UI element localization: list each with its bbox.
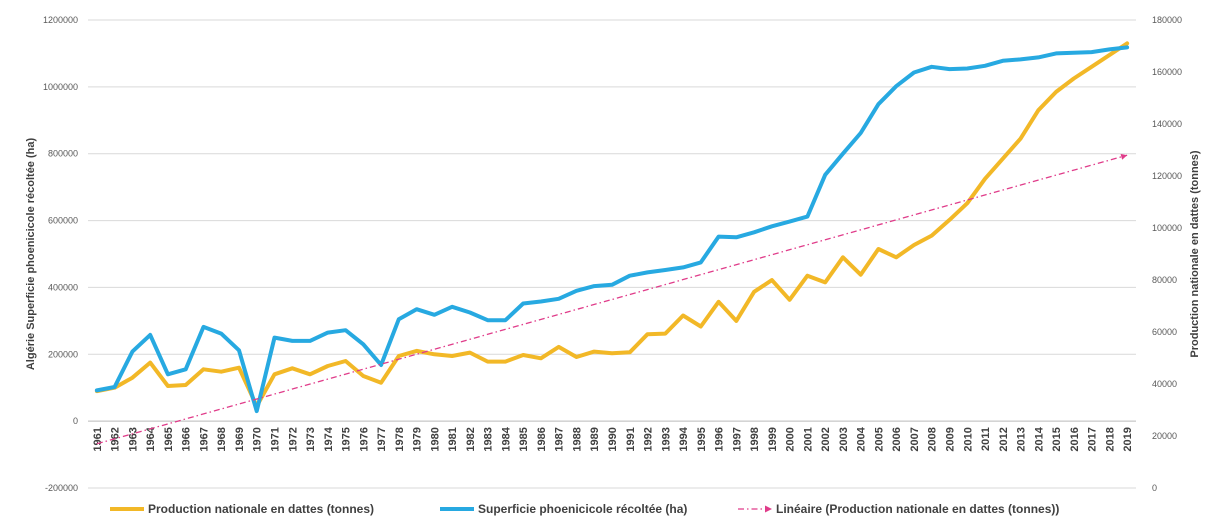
y2-tick-label: 100000 [1152,223,1182,233]
x-tick-label: 1973 [305,427,317,451]
y2-tick-label: 60000 [1152,327,1177,337]
x-tick-label: 1974 [323,426,335,451]
x-tick-label: 1994 [678,426,690,451]
x-tick-label: 1978 [394,427,406,451]
y-tick-label: 800000 [48,149,78,159]
x-tick-label: 1997 [731,427,743,451]
x-tick-label: 1972 [287,427,299,451]
x-tick-label: 1991 [625,427,637,451]
x-tick-label: 2013 [1016,427,1028,451]
x-tick-label: 2008 [927,427,939,451]
series-lines [94,41,1130,445]
x-tick-label: 2016 [1069,427,1081,451]
y-axis-left-ticks: 1200000 1000000 800000 600000 400000 200000 0 -… [43,15,78,493]
gridlines [88,19,1136,489]
x-tick-label: 2000 [785,427,797,451]
x-tick-label: 2003 [838,427,850,451]
x-tick-label: 1961 [92,427,104,451]
y2-tick-label: 80000 [1152,275,1177,285]
legend-item-lineaire: Linéaire (Production nationale en dattes… [738,502,1059,516]
x-tick-label: 1966 [181,427,193,451]
x-tick-label: 1971 [270,427,282,451]
x-tick-label: 2004 [856,426,868,451]
x-tick-label: 2019 [1122,427,1134,451]
x-tick-label: 1964 [145,426,157,451]
x-tick-label: 1982 [465,427,477,451]
x-tick-label: 1987 [554,427,566,451]
x-tick-label: 2018 [1104,427,1116,451]
series-line-superficie [94,45,1130,414]
y-tick-label: 0 [73,416,78,426]
x-tick-label: 2015 [1051,427,1063,451]
x-tick-label: 2011 [980,427,992,451]
x-tick-label: 2010 [962,427,974,451]
y-tick-label: 1200000 [43,15,78,25]
x-tick-label: 1979 [412,427,424,451]
y-tick-label: 600000 [48,216,78,226]
y2-tick-label: 120000 [1152,171,1182,181]
x-tick-label: 1995 [696,427,708,451]
legend: Production nationale en dattes (tonnes) S… [110,502,1059,516]
x-tick-label: 2006 [891,427,903,451]
legend-item-superficie: Superficie phoenicicole récoltée (ha) [440,502,687,516]
x-tick-label: 1998 [749,427,761,451]
x-tick-label: 1968 [216,427,228,451]
y2-tick-label: 20000 [1152,431,1177,441]
x-tick-label: 1988 [571,427,583,451]
trendline-linear [96,154,1128,445]
y2-tick-label: 140000 [1152,119,1182,129]
y-tick-label: 1000000 [43,82,78,92]
y-tick-label: 400000 [48,282,78,292]
legend-label: Superficie phoenicicole récoltée (ha) [478,502,687,516]
x-tick-label: 1967 [198,427,210,451]
x-tick-label: 1983 [483,427,495,451]
x-tick-label: 1996 [714,427,726,451]
y2-tick-label: 40000 [1152,379,1177,389]
x-tick-label: 1980 [429,427,441,451]
x-tick-label: 2002 [820,427,832,451]
y-axis-left-title: Algérie Superficie phoenicicole récoltée… [25,138,37,371]
legend-label: Production nationale en dattes (tonnes) [148,502,374,516]
legend-swatch-arrow [765,505,772,513]
x-tick-label: 1984 [500,426,512,451]
x-tick-label: 1981 [447,427,459,451]
x-tick-label: 1975 [341,427,353,451]
x-tick-label: 1990 [607,427,619,451]
x-tick-label: 2001 [802,427,814,451]
y2-tick-label: 0 [1152,483,1157,493]
x-tick-label: 2014 [1033,426,1045,451]
y2-tick-label: 160000 [1152,67,1182,77]
y-axis-right-title: Production nationale en dattes (tonnes) [1189,150,1201,358]
y-tick-label: -200000 [45,483,78,493]
x-tick-label: 1999 [767,427,779,451]
x-tick-label: 2007 [909,427,921,451]
x-axis-ticks: 1961 1962 1963 1964 1965 1966 1967 1968 1969 1970… [92,426,1134,451]
x-tick-label: 1993 [660,427,672,451]
x-tick-label: 1985 [518,427,530,451]
x-tick-label: 2012 [998,427,1010,451]
x-tick-label: 1965 [163,427,175,451]
x-tick-label: 1977 [376,427,388,451]
x-tick-label: 1962 [110,427,122,451]
x-tick-label: 1992 [643,427,655,451]
x-tick-label: 2005 [873,427,885,451]
x-tick-label: 2017 [1087,427,1099,451]
x-tick-label: 1970 [252,427,264,451]
x-tick-label: 1963 [127,427,139,451]
legend-label: Linéaire (Production nationale en dattes… [776,502,1059,516]
y-axis-right-ticks: 180000 160000 140000 120000 100000 80000 60000… [1152,15,1182,493]
legend-item-production: Production nationale en dattes (tonnes) [110,502,374,516]
trendline-arrowhead [1120,153,1128,160]
x-tick-label: 1986 [536,427,548,451]
x-tick-label: 1969 [234,427,246,451]
y2-tick-label: 180000 [1152,15,1182,25]
x-tick-label: 1976 [358,427,370,451]
y-tick-label: 200000 [48,349,78,359]
x-tick-label: 2009 [944,427,956,451]
x-tick-label: 1989 [589,427,601,451]
series-line-production [94,41,1130,409]
